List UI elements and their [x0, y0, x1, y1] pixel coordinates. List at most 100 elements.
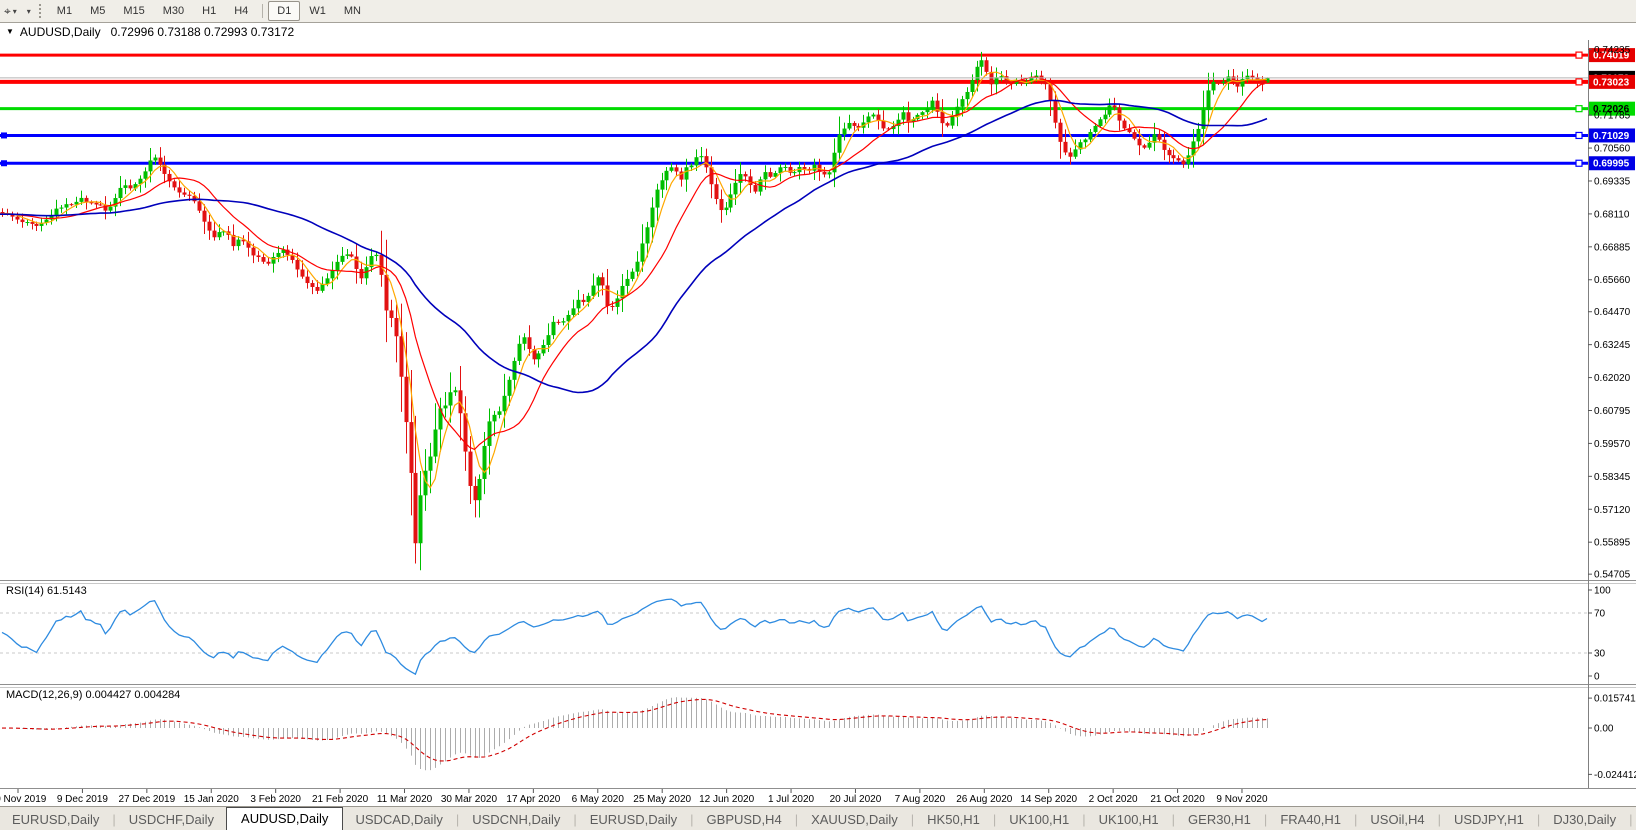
tab-usdchf-daily[interactable]: USDCHF,Daily	[128, 812, 215, 827]
top-toolbar: ⌖ ▾ ▾ M1 M5 M15 M30 H1 H4 D1 W1 MN	[0, 0, 1636, 23]
tab-ger30-h1[interactable]: GER30,H1	[1188, 812, 1251, 827]
timeframe-button-m1[interactable]: M1	[56, 5, 73, 17]
svg-text:0.58345: 0.58345	[1594, 472, 1631, 483]
svg-text:1 Jul 2020: 1 Jul 2020	[768, 794, 815, 805]
tab-separator: |	[455, 812, 460, 827]
tab-separator: |	[794, 812, 799, 827]
tab-separator: |	[1171, 812, 1176, 827]
macd-indicator-label: MACD(12,26,9) 0.004427 0.004284	[6, 689, 180, 701]
macd-value: 0.004427 0.004284	[85, 689, 181, 701]
svg-text:26 Aug 2020: 26 Aug 2020	[956, 794, 1013, 805]
svg-text:0.62020: 0.62020	[1594, 373, 1631, 384]
timeframe-button-m15[interactable]: M15	[123, 5, 145, 17]
svg-text:11 Mar 2020: 11 Mar 2020	[377, 794, 433, 805]
tab-separator: |	[1629, 812, 1633, 827]
macd-name: MACD(12,26,9)	[6, 689, 83, 701]
svg-text:70: 70	[1594, 609, 1606, 620]
tab-hk50-h1[interactable]: HK50,H1	[927, 812, 980, 827]
chart-mode-icon: ⌖	[4, 4, 11, 18]
timeframe-button-w1[interactable]: W1	[309, 5, 326, 17]
svg-text:27 Dec 2019: 27 Dec 2019	[118, 794, 175, 805]
svg-text:0: 0	[1594, 672, 1600, 683]
timeframe-button-m5[interactable]: M5	[90, 5, 106, 17]
svg-text:0.57120: 0.57120	[1594, 505, 1631, 516]
toolbar-separator	[262, 4, 264, 18]
svg-text:17 Apr 2020: 17 Apr 2020	[506, 794, 560, 805]
svg-text:0.71029: 0.71029	[1593, 131, 1630, 142]
svg-text:21 Feb 2020: 21 Feb 2020	[312, 794, 369, 805]
chart-ohlc-values: 0.72996 0.73188 0.72993 0.73172	[110, 24, 295, 39]
tab-separator: |	[1536, 812, 1541, 827]
chevron-down-icon: ▾	[12, 6, 17, 16]
tab-fra40-h1[interactable]: FRA40,H1	[1280, 812, 1342, 827]
rsi-name: RSI(14)	[6, 585, 44, 597]
svg-text:6 May 2020: 6 May 2020	[572, 794, 625, 805]
svg-text:0.70560: 0.70560	[1594, 144, 1631, 155]
svg-text:0.015741: 0.015741	[1594, 694, 1636, 705]
svg-text:3 Feb 2020: 3 Feb 2020	[250, 794, 301, 805]
tab-xauusd-daily[interactable]: XAUUSD,Daily	[811, 812, 898, 827]
svg-text:0.74235: 0.74235	[1594, 45, 1631, 56]
svg-text:15 Jan 2020: 15 Jan 2020	[184, 794, 239, 805]
svg-text:0.59570: 0.59570	[1594, 439, 1631, 450]
chart-title-bar: ▼ AUDUSD,Daily 0.72996 0.73188 0.72993 0…	[0, 23, 1636, 40]
rsi-value: 61.5143	[46, 585, 87, 597]
svg-text:-0.024412: -0.024412	[1594, 770, 1636, 781]
timeframe-button-mn[interactable]: MN	[343, 5, 361, 17]
tab-eurusd-daily[interactable]: EURUSD,Daily	[589, 812, 678, 827]
svg-text:25 May 2020: 25 May 2020	[633, 794, 691, 805]
timeframe-button-d1[interactable]: D1	[268, 1, 301, 21]
window-menu-icon[interactable]: ▼	[6, 27, 14, 36]
tab-separator: |	[1263, 812, 1268, 827]
tab-eurusd-daily[interactable]: EURUSD,Daily	[12, 812, 100, 827]
svg-text:30: 30	[1594, 649, 1606, 660]
svg-text:12 Jun 2020: 12 Jun 2020	[699, 794, 754, 805]
tab-separator: |	[112, 812, 116, 827]
tab-separator: |	[1082, 812, 1086, 827]
svg-text:0.55895: 0.55895	[1594, 538, 1631, 549]
tab-separator: |	[1437, 812, 1441, 827]
tab-uk100-h1[interactable]: UK100,H1	[1009, 812, 1070, 827]
timeframe-button-h1[interactable]: H1	[202, 5, 217, 17]
svg-text:0.72026: 0.72026	[1593, 104, 1630, 115]
tab-separator: |	[573, 812, 577, 827]
svg-text:21 Oct 2020: 21 Oct 2020	[1150, 794, 1205, 805]
toolbar-grip[interactable]	[38, 4, 41, 18]
tab-usdjpy-h1[interactable]: USDJPY,H1	[1453, 812, 1524, 827]
tab-audusd-daily[interactable]: AUDUSD,Daily	[226, 807, 344, 830]
tab-separator: |	[910, 812, 915, 827]
svg-text:0.66885: 0.66885	[1594, 242, 1631, 253]
svg-text:9 Dec 2019: 9 Dec 2019	[57, 794, 109, 805]
svg-text:0.63245: 0.63245	[1594, 340, 1631, 351]
tab-usdcad-daily[interactable]: USDCAD,Daily	[355, 812, 443, 827]
tab-separator: |	[992, 812, 997, 827]
svg-text:0.69995: 0.69995	[1593, 159, 1630, 170]
chart-mode-button[interactable]: ⌖ ▾	[0, 1, 21, 21]
svg-text:0.71785: 0.71785	[1594, 111, 1631, 122]
tab-usoil-h4[interactable]: USOil,H4	[1370, 812, 1425, 827]
svg-text:14 Sep 2020: 14 Sep 2020	[1020, 794, 1077, 805]
timeframe-button-m30[interactable]: M30	[162, 5, 185, 17]
tab-separator: |	[690, 812, 694, 827]
chevron-down-icon: ▾	[26, 6, 31, 16]
svg-text:20 Jul 2020: 20 Jul 2020	[830, 794, 882, 805]
svg-text:7 Aug 2020: 7 Aug 2020	[895, 794, 946, 805]
svg-text:0.60795: 0.60795	[1594, 406, 1631, 417]
tab-gbpusd-h4[interactable]: GBPUSD,H4	[706, 812, 782, 827]
svg-text:0.65660: 0.65660	[1594, 275, 1631, 286]
svg-text:0.74019: 0.74019	[1593, 51, 1630, 62]
rsi-indicator-label: RSI(14) 61.5143	[6, 585, 87, 597]
timeframe-button-h4[interactable]: H4	[234, 5, 249, 17]
toolbar-dropdown-button[interactable]: ▾	[21, 1, 35, 21]
timeframe-button-group: M1 M5 M15 M30 H1 H4 D1 W1 MN	[48, 0, 370, 22]
tab-uk100-h1[interactable]: UK100,H1	[1098, 812, 1159, 827]
svg-text:0.69335: 0.69335	[1594, 176, 1631, 187]
tab-dj30-daily[interactable]: DJ30,Daily	[1553, 812, 1617, 827]
svg-text:0.73023: 0.73023	[1593, 77, 1630, 88]
svg-text:30 Mar 2020: 30 Mar 2020	[441, 794, 498, 805]
tab-usdcnh-daily[interactable]: USDCNH,Daily	[472, 812, 561, 827]
svg-text:2 Oct 2020: 2 Oct 2020	[1089, 794, 1138, 805]
svg-text:0.68110: 0.68110	[1594, 209, 1630, 220]
